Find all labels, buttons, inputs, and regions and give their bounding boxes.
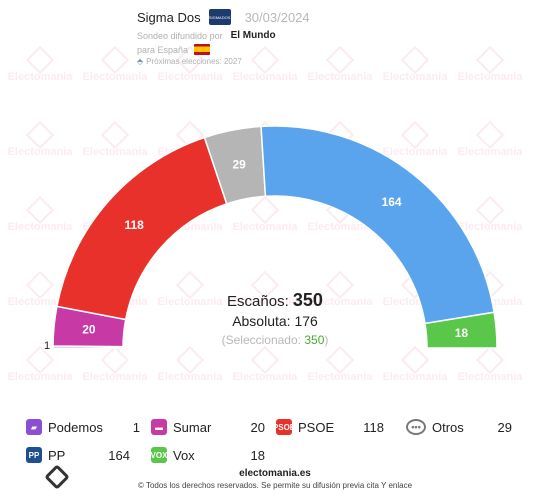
seats-label: Escaños: [227,293,289,310]
party-legend: ▰ Podemos 1 ▬ Sumar 20 PSOE PSOE 118 •••… [26,416,526,472]
ballot-box-icon: ⬘ [137,57,144,66]
pollster-name: Sigma Dos [137,9,201,25]
selected-line: (Seleccionado: 350) [175,333,375,347]
legend-name: Otros [432,419,464,435]
legend-row: PP PP 164 VOX Vox 18 [26,444,526,466]
legend-value: 1 [132,419,140,435]
legend-value: 164 [108,447,130,463]
majority-line: Absoluta: 176 [175,313,375,329]
vox-icon: VOX [151,447,167,463]
footer: electomania.es © Todos los derechos rese… [0,464,550,490]
legend-value: 118 [363,419,384,435]
psoe-icon: PSOE [273,419,295,435]
selected-close: ) [324,333,329,347]
site-name: electomania.es [239,468,311,479]
seat-label-otros: 29 [232,157,246,171]
absolute-value: 176 [294,313,318,329]
disseminated-by-label: Sondeo difundido por [137,30,223,41]
legend-value: 18 [250,447,265,463]
next-elections-label: Próximas elecciones: 2027 [146,57,242,66]
legend-value: 29 [497,419,512,435]
legend-item-podemos[interactable]: ▰ Podemos 1 [26,419,151,435]
legend-item-psoe[interactable]: PSOE PSOE 118 [273,419,406,435]
spain-flag-icon [194,44,211,55]
seat-label-vox: 18 [455,326,469,340]
legend-name: PSOE [298,419,335,435]
legend-name: Podemos [48,419,103,435]
legend-value: 20 [250,419,265,435]
media-name: El Mundo [230,30,276,41]
podemos-icon: ▰ [26,419,42,435]
seats-value: 350 [292,290,323,310]
legend-name: Vox [173,447,195,463]
pollster-logo: SIGMADOS [208,9,231,25]
selected-label: (Seleccionado: [221,333,301,347]
legend-item-otros[interactable]: ••• Otros 29 [406,419,526,435]
seat-label-sumar: 20 [82,323,96,337]
chart-center-info: Escaños: 350 Absoluta: 176 (Seleccionado… [175,290,375,347]
legend-item-pp[interactable]: PP PP 164 [26,447,151,463]
rights-notice: © Todos los derechos reservados. Se perm… [137,481,413,490]
hemicycle-segment-vox[interactable] [424,311,498,349]
selected-value: 350 [304,333,325,347]
poll-header: Sigma Dos SIGMADOS 30/03/2024 Sondeo dif… [137,8,437,66]
poll-date: 30/03/2024 [244,9,310,25]
total-seats-line: Escaños: 350 [175,290,375,311]
podemos-outside-label: 1 [44,340,51,352]
otros-icon: ••• [406,419,426,435]
absolute-label: Absoluta: [232,313,291,329]
hemicycle-segment-pp[interactable] [260,125,495,325]
seat-label-psoe: 118 [124,218,144,232]
legend-name: PP [48,447,66,463]
legend-row: ▰ Podemos 1 ▬ Sumar 20 PSOE PSOE 118 •••… [26,416,526,438]
legend-item-sumar[interactable]: ▬ Sumar 20 [151,419,276,435]
scope-label: para España [137,44,189,55]
seat-label-pp: 164 [382,195,402,209]
legend-item-vox[interactable]: VOX Vox 18 [151,447,276,463]
sumar-icon: ▬ [151,419,167,435]
pp-icon: PP [26,447,42,463]
legend-name: Sumar [173,419,212,435]
